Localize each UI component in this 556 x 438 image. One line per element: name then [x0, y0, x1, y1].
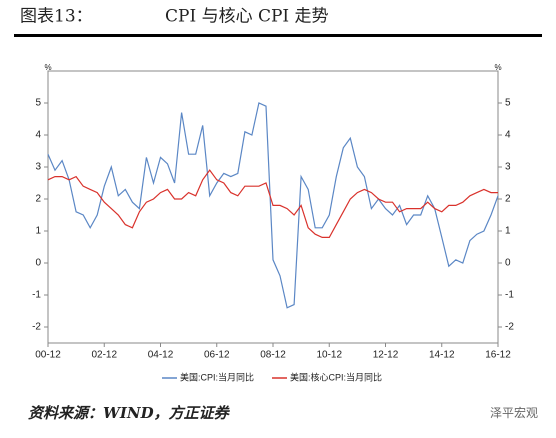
y-tick-label: 0 — [35, 258, 41, 269]
y-tick-label: 4 — [35, 130, 41, 141]
x-tick-label: 16-12 — [485, 350, 511, 361]
x-tick-label: 14-12 — [429, 350, 455, 361]
y2-tick-label: 2 — [505, 194, 511, 205]
x-tick-label: 06-12 — [204, 350, 230, 361]
y2-tick-label: 3 — [505, 162, 511, 173]
y2-tick-label: 1 — [505, 226, 511, 237]
x-tick-label: 02-12 — [91, 350, 117, 361]
y2-tick-label: 0 — [505, 258, 511, 269]
y-tick-label: -2 — [32, 322, 41, 333]
source: 资料来源：WIND，方正证券 — [28, 404, 231, 422]
y2-tick-label: 5 — [505, 98, 511, 109]
y-label: % — [44, 63, 51, 72]
chart-title: CPI 与核心 CPI 走势 — [165, 7, 329, 27]
series-line — [47, 169, 498, 238]
header-rule — [14, 34, 542, 37]
x-tick-label: 04-12 — [148, 350, 174, 361]
y2-tick-label: -2 — [505, 322, 514, 333]
y2-label: % — [494, 63, 501, 72]
legend-label: 美国:CPI:当月同比 — [180, 371, 254, 382]
y-tick-label: 5 — [35, 98, 41, 109]
y-tick-label: 1 — [35, 226, 41, 237]
watermark: 泽平宏观 — [490, 405, 538, 420]
y-tick-label: 2 — [35, 194, 41, 205]
x-tick-label: 12-12 — [373, 350, 399, 361]
plot-frame — [47, 70, 499, 344]
x-tick-label: 10-12 — [316, 350, 342, 361]
figure-label: 图表13： — [20, 7, 93, 27]
y2-tick-label: -1 — [505, 290, 514, 301]
series-line — [47, 102, 499, 309]
x-tick-label: 00-12 — [35, 350, 61, 361]
y-tick-label: 3 — [35, 162, 41, 173]
y2-tick-label: 4 — [505, 130, 511, 141]
y-tick-label: -1 — [32, 290, 41, 301]
x-tick-label: 08-12 — [260, 350, 286, 361]
legend-label: 美国:核心CPI:当月同比 — [290, 371, 382, 382]
